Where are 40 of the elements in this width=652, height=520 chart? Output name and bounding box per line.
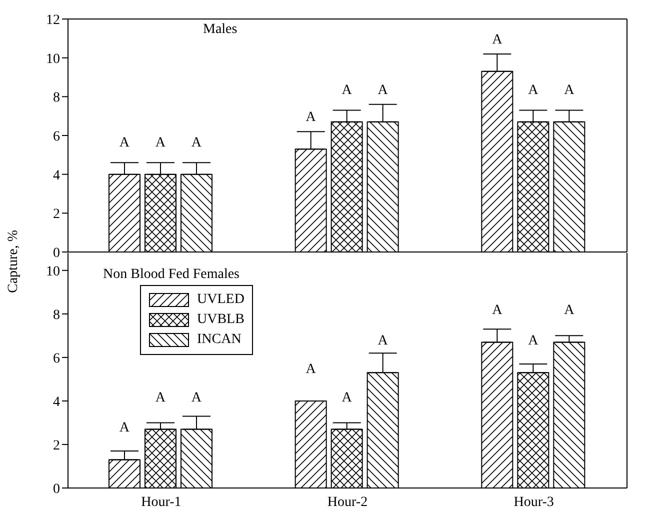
y-tick-label: 0 xyxy=(53,482,60,497)
y-tick-label: 0 xyxy=(53,246,60,261)
x-tick-label: Hour-3 xyxy=(514,494,554,510)
data-label: A xyxy=(378,334,389,349)
y-tick-label: 4 xyxy=(53,168,60,184)
data-label: A xyxy=(564,82,576,98)
legend-label: UVLED xyxy=(197,292,244,308)
legend-label: UVBLB xyxy=(197,312,244,328)
data-label: A xyxy=(191,390,202,406)
data-label: A xyxy=(306,110,317,126)
data-label: A xyxy=(492,303,504,318)
y-tick-label: 6 xyxy=(53,351,60,366)
text: Non Blood Fed Females xyxy=(103,267,240,283)
data-label: A xyxy=(306,362,317,377)
data-label: A xyxy=(342,390,353,406)
y-tick-label: 8 xyxy=(53,90,60,106)
data-label: A xyxy=(119,420,130,436)
y-tick-label: 6 xyxy=(53,129,60,144)
data-label: A xyxy=(528,334,540,349)
y-tick-label: 8 xyxy=(53,308,60,323)
data-label: A xyxy=(528,82,540,98)
data-label: A xyxy=(155,390,166,406)
y-tick-label: 12 xyxy=(46,12,60,28)
y-tick-label: 10 xyxy=(46,52,60,67)
y-tick-label: 2 xyxy=(53,438,60,454)
y-tick-label: 4 xyxy=(53,394,60,410)
data-label: A xyxy=(155,135,166,150)
data-label: A xyxy=(191,135,202,150)
data-label: A xyxy=(492,32,504,48)
data-label: A xyxy=(342,82,353,98)
y-tick-label: 10 xyxy=(46,264,60,280)
data-label: A xyxy=(119,135,130,150)
x-tick-label: Hour-1 xyxy=(141,494,182,510)
legend-label: INCAN xyxy=(197,332,242,348)
x-tick-label: Hour-2 xyxy=(327,494,368,510)
y-tick-label: 2 xyxy=(53,207,60,222)
data-label: A xyxy=(564,303,576,318)
data-label: A xyxy=(378,82,389,98)
y-axis-title: Capture, % xyxy=(6,230,22,293)
chart-title: Males xyxy=(203,22,238,38)
